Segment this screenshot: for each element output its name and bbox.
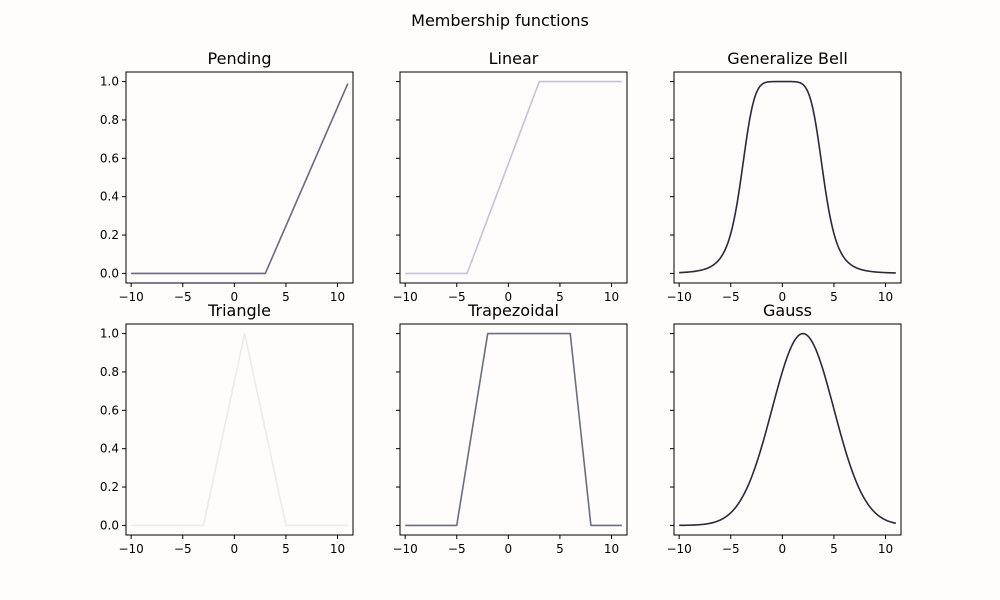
x-tick-label: 10 bbox=[878, 542, 893, 556]
y-tick-label: 0.2 bbox=[100, 480, 119, 494]
x-tick-label: −5 bbox=[722, 542, 740, 556]
x-tick-label: 5 bbox=[282, 290, 290, 304]
subplot-trapezoidal: Trapezoidal −10 −5 0 5 10 bbox=[392, 301, 628, 556]
x-tick-label: −10 bbox=[666, 542, 691, 556]
series-line-linear bbox=[405, 80, 622, 275]
axes-frame bbox=[399, 71, 628, 284]
subplot-title: Trapezoidal bbox=[467, 301, 559, 320]
x-tick-label: −10 bbox=[118, 542, 143, 556]
series-line-trapezoidal bbox=[405, 332, 622, 527]
x-tick-label: 0 bbox=[505, 290, 513, 304]
x-tick-label: 5 bbox=[830, 542, 838, 556]
series-line-gauss bbox=[679, 332, 897, 527]
subplot-triangle: Triangle −10 −5 0 5 10 0.0 0.2 0.4 0.6 0.8 1.0 bbox=[100, 301, 354, 556]
axes-frame bbox=[673, 323, 902, 536]
figure-title: Membership functions bbox=[411, 11, 589, 30]
subplot-title: Triangle bbox=[207, 301, 271, 320]
x-tick-label: 0 bbox=[505, 542, 513, 556]
axes-frame bbox=[125, 71, 354, 284]
y-tick-label: 0.6 bbox=[100, 151, 119, 165]
subplot-title: Pending bbox=[208, 49, 272, 68]
subplot-linear: Linear −10 −5 0 5 10 bbox=[392, 49, 628, 304]
x-tick-label: −5 bbox=[448, 542, 466, 556]
x-tick-label: 0 bbox=[779, 542, 787, 556]
series-line-pending bbox=[131, 83, 349, 275]
x-tick-label: −5 bbox=[174, 290, 192, 304]
y-tick-label: 0.0 bbox=[100, 518, 119, 532]
x-tick-label: 10 bbox=[878, 290, 893, 304]
x-tick-label: −10 bbox=[666, 290, 691, 304]
subplot-pending: Pending −10 −5 0 5 10 0.0 0.2 0.4 0.6 0.8 1.0 bbox=[100, 49, 354, 304]
subplot-title: Gauss bbox=[763, 301, 812, 320]
x-tick-label: 10 bbox=[604, 542, 619, 556]
y-tick-label: 0.8 bbox=[100, 113, 119, 127]
y-tick-label: 0.8 bbox=[100, 365, 119, 379]
x-tick-label: 5 bbox=[282, 542, 290, 556]
subplot-title: Linear bbox=[489, 49, 539, 68]
x-tick-label: 5 bbox=[556, 542, 564, 556]
subplot-grid: Pending −10 −5 0 5 10 0.0 0.2 0.4 0.6 0.8 1.0 Linear… bbox=[100, 49, 902, 556]
axes-frame bbox=[673, 71, 902, 284]
y-tick-label: 0.0 bbox=[100, 266, 119, 280]
x-tick-label: 5 bbox=[830, 290, 838, 304]
x-tick-label: 10 bbox=[330, 290, 345, 304]
x-tick-label: 10 bbox=[330, 542, 345, 556]
y-tick-label: 0.4 bbox=[100, 442, 119, 456]
y-tick-label: 0.2 bbox=[100, 228, 119, 242]
x-tick-label: 0 bbox=[779, 290, 787, 304]
subplot-gauss: Gauss −10 −5 0 5 10 bbox=[666, 301, 902, 556]
x-tick-label: 5 bbox=[556, 290, 564, 304]
x-tick-label: 0 bbox=[231, 542, 239, 556]
x-tick-label: −5 bbox=[722, 290, 740, 304]
subplot-generalize-bell: Generalize Bell −10 −5 0 5 10 bbox=[666, 49, 902, 304]
x-tick-label: −5 bbox=[448, 290, 466, 304]
x-tick-label: 0 bbox=[231, 290, 239, 304]
x-tick-label: 10 bbox=[604, 290, 619, 304]
y-tick-label: 0.4 bbox=[100, 190, 119, 204]
series-line-triangle bbox=[131, 332, 348, 527]
y-tick-label: 1.0 bbox=[100, 327, 119, 341]
subplot-title: Generalize Bell bbox=[727, 49, 848, 68]
x-tick-label: −5 bbox=[174, 542, 192, 556]
x-tick-label: −10 bbox=[118, 290, 143, 304]
x-tick-label: −10 bbox=[392, 542, 417, 556]
axes-frame bbox=[399, 323, 628, 536]
series-line-generalize-bell bbox=[679, 80, 896, 274]
y-tick-label: 1.0 bbox=[100, 75, 119, 89]
x-tick-label: −10 bbox=[392, 290, 417, 304]
y-tick-label: 0.6 bbox=[100, 403, 119, 417]
